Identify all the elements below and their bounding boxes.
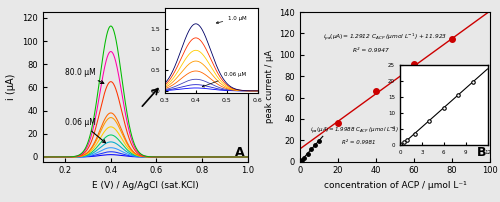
Text: B: B bbox=[476, 146, 486, 159]
Text: R² = 0.9947: R² = 0.9947 bbox=[353, 48, 389, 54]
Y-axis label: i (μA): i (μA) bbox=[6, 74, 16, 100]
Text: 0.06 μM: 0.06 μM bbox=[202, 72, 246, 87]
Text: 80.0 μM: 80.0 μM bbox=[66, 68, 104, 83]
Text: $i_{pa}(\mu A)$= 1.9988 $C_{ACP}$ ($\mu$mol L$^{-1}$) $-$ 0.3217: $i_{pa}(\mu A)$= 1.9988 $C_{ACP}$ ($\mu$… bbox=[310, 124, 426, 136]
Text: 1.0 μM: 1.0 μM bbox=[216, 16, 247, 24]
Y-axis label: peak current / μA: peak current / μA bbox=[265, 50, 274, 123]
Text: 0.06 μM: 0.06 μM bbox=[66, 118, 106, 143]
Text: R² = 0.9981: R² = 0.9981 bbox=[342, 140, 376, 145]
Text: $i_{pa}(\mu A)$= 1.2912 $C_{ACP}$ ($\mu$mol L$^{-1}$) + 11.923: $i_{pa}(\mu A)$= 1.2912 $C_{ACP}$ ($\mu$… bbox=[323, 32, 447, 43]
X-axis label: concentration of ACP / μmol L⁻¹: concentration of ACP / μmol L⁻¹ bbox=[324, 181, 466, 190]
Text: A: A bbox=[235, 146, 245, 159]
X-axis label: E (V) / Ag/AgCl (sat.KCl): E (V) / Ag/AgCl (sat.KCl) bbox=[92, 181, 198, 190]
